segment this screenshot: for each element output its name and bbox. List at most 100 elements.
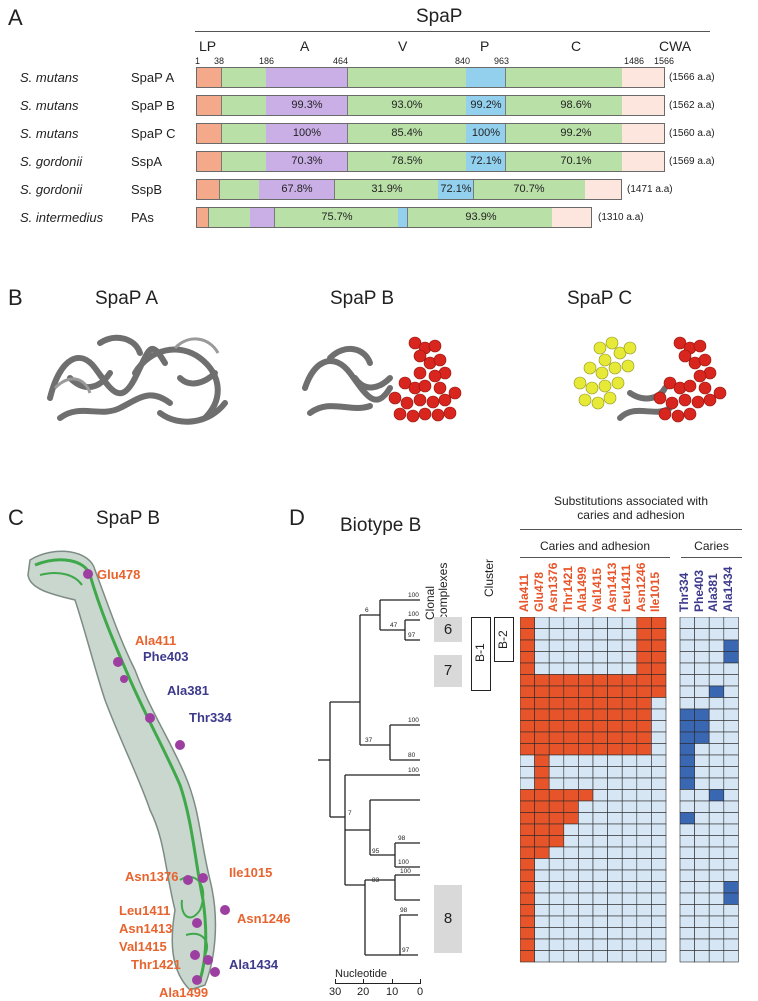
matrix-cell — [679, 697, 695, 710]
matrix-cell — [548, 846, 565, 859]
matrix-cell — [534, 927, 550, 940]
matrix-cell — [723, 628, 739, 641]
matrix-cell — [592, 927, 608, 940]
matrix-cell — [621, 835, 638, 848]
matrix-cell — [592, 892, 608, 905]
matrix-cell — [534, 892, 550, 905]
matrix-cell — [520, 662, 535, 675]
matrix-cell — [723, 731, 739, 744]
matrix-cell — [563, 743, 579, 756]
matrix-cell — [592, 617, 608, 629]
matrix-cell — [651, 766, 667, 779]
matrix-header: Substitutions associated with caries and… — [553, 494, 709, 522]
matrix-cell — [592, 858, 608, 871]
matrix-cell — [651, 720, 667, 733]
bootstrap-label: 100 — [400, 868, 411, 875]
identity-pct: 100% — [292, 127, 322, 139]
matrix-cell — [548, 697, 565, 710]
matrix-cell — [636, 743, 652, 756]
matrix-cell — [708, 674, 725, 687]
column-header: Ile1015 — [648, 571, 663, 612]
matrix-cell — [694, 720, 710, 733]
matrix-cell — [548, 881, 565, 894]
position-label: 840 — [455, 56, 471, 66]
matrix-cell — [578, 846, 594, 859]
matrix-cell — [679, 766, 695, 779]
identity-pct: 70.3% — [291, 155, 323, 167]
matrix-cell — [548, 651, 565, 664]
matrix-cell — [563, 869, 579, 882]
identity-pct: 99.2% — [560, 127, 592, 139]
matrix-cell — [578, 766, 594, 779]
matrix-cell — [534, 708, 550, 721]
matrix-cell — [520, 938, 535, 951]
matrix-cell — [592, 685, 608, 698]
matrix-cell — [694, 823, 710, 836]
matrix-cell — [607, 766, 623, 779]
matrix-cell — [592, 628, 608, 641]
matrix-cell — [679, 754, 695, 767]
matrix-cell — [708, 731, 725, 744]
matrix-cell — [708, 904, 725, 917]
matrix-cell — [651, 674, 667, 687]
clonal-complex-8: 8 — [434, 885, 462, 953]
matrix-cell — [636, 938, 652, 951]
matrix-cell — [723, 743, 739, 756]
matrix-cell — [578, 938, 594, 951]
matrix-cell — [694, 743, 710, 756]
residue-label: Ala1499 — [159, 985, 209, 1000]
matrix-cell — [548, 927, 565, 940]
matrix-cell — [578, 708, 594, 721]
matrix-cell — [534, 731, 550, 744]
matrix-cell — [592, 812, 608, 825]
matrix-cell — [578, 777, 594, 790]
matrix-cell — [621, 789, 638, 802]
scale-tick-label: 30 — [329, 986, 342, 998]
matrix-cell — [723, 720, 739, 733]
matrix-cell — [621, 662, 638, 675]
protein-label: SpaP A — [131, 70, 175, 85]
matrix-cell — [607, 927, 623, 940]
matrix-cell — [723, 881, 739, 894]
domain-label-p: P — [480, 38, 490, 54]
matrix-cell — [534, 904, 550, 917]
matrix-cell — [520, 869, 535, 882]
matrix-cell — [548, 662, 565, 675]
matrix-cell — [563, 823, 579, 836]
scale-tick-label: 0 — [417, 986, 424, 998]
matrix-cell — [651, 915, 667, 928]
matrix-cell — [563, 927, 579, 940]
matrix-cell — [636, 823, 652, 836]
matrix-cell — [651, 617, 667, 629]
matrix-cell — [520, 950, 535, 963]
matrix-cell — [651, 938, 667, 951]
matrix-cell — [708, 720, 725, 733]
matrix-cell — [621, 639, 638, 652]
matrix-cell — [651, 777, 667, 790]
matrix-cell — [679, 639, 695, 652]
matrix-cell — [534, 754, 550, 767]
matrix-cell — [636, 950, 652, 963]
column-header: Ala1434 — [720, 566, 735, 612]
matrix-cell — [534, 777, 550, 790]
identity-pct: 72.1% — [470, 155, 502, 167]
matrix-cell — [636, 754, 652, 767]
matrix-cell — [548, 766, 565, 779]
species-label: S. gordonii — [20, 182, 83, 197]
cluster-label: Cluster — [482, 558, 496, 597]
matrix-cell — [723, 869, 739, 882]
protein-structure-spapa — [47, 334, 228, 425]
matrix-cell — [563, 881, 579, 894]
length-label: (1566 a.a) — [669, 72, 715, 83]
matrix-cell — [592, 708, 608, 721]
matrix-cell — [723, 674, 739, 687]
matrix-cell — [621, 938, 638, 951]
highlight-region-red — [653, 336, 727, 423]
matrix-cell — [651, 846, 667, 859]
matrix-cell — [651, 892, 667, 905]
matrix-cell — [651, 639, 667, 652]
matrix-cell — [607, 674, 623, 687]
header-rule — [520, 529, 742, 530]
matrix-cell — [679, 674, 695, 687]
protein-label: SpaP B — [131, 98, 175, 113]
